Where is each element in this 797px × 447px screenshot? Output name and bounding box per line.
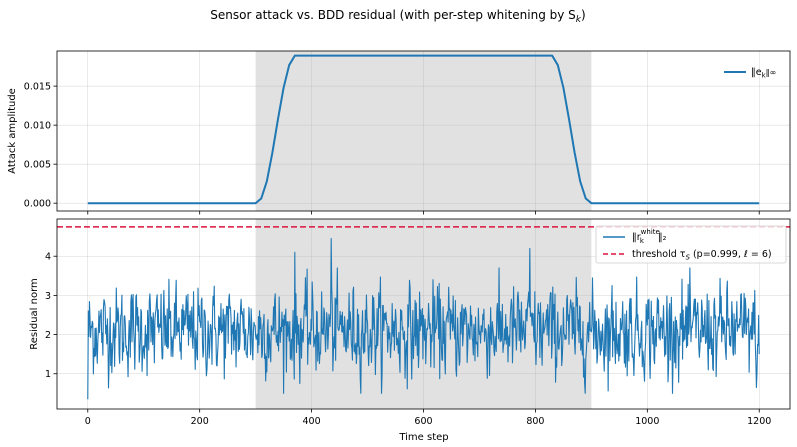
- threshold-legend-label: threshold τS (p=0.999, ℓ = 6): [632, 249, 772, 262]
- top-legend: ‖ek‖∞: [724, 67, 776, 80]
- x-tick-label: 800: [526, 416, 544, 427]
- suptitle-sub: k: [576, 15, 582, 25]
- bottom-legend-box: [595, 225, 787, 264]
- top-axis-ticks: 0.000 0.005 0.010 0.015: [24, 82, 760, 215]
- bottom-legend: ‖rwhite k ‖₂ threshold τS (p=0.999, ℓ = 6): [595, 225, 787, 264]
- x-tick-label: 0: [85, 416, 91, 427]
- y-tick-label: 3: [45, 291, 51, 302]
- top-legend-label: ‖ek‖∞: [751, 67, 776, 80]
- y-tick-label: 2: [45, 330, 51, 341]
- y-tick-label: 0.015: [24, 82, 51, 93]
- x-tick-label: 200: [191, 416, 209, 427]
- top-series: [87, 54, 760, 205]
- residual-legend-label: ‖rwhite k ‖₂: [632, 228, 667, 245]
- attack-amplitude-line: [87, 54, 760, 205]
- attack-amplitude-panel: 0.000 0.005 0.010 0.015 Attack amplitude ‖e…: [7, 50, 791, 215]
- bottom-ylabel: Residual norm: [29, 278, 40, 350]
- x-tick-label: 400: [303, 416, 321, 427]
- suptitle-end: ): [581, 8, 586, 22]
- y-tick-label: 0.005: [24, 160, 51, 171]
- bottom-axis-ticks: 0 200 400 600 800 1000 1200 1 2 3 4: [45, 252, 771, 427]
- y-tick-label: 1: [45, 369, 51, 380]
- bottom-series: [57, 226, 790, 400]
- x-tick-label: 600: [414, 416, 432, 427]
- y-tick-label: 0.000: [24, 199, 51, 210]
- x-tick-label: 1000: [635, 416, 659, 427]
- y-tick-label: 4: [45, 252, 51, 263]
- figure-suptitle: Sensor attack vs. BDD residual (with per…: [210, 8, 585, 25]
- top-ylabel: Attack amplitude: [7, 88, 18, 174]
- y-tick-label: 0.010: [24, 121, 51, 132]
- bottom-xlabel: Time step: [398, 432, 448, 443]
- suptitle-main: Sensor attack vs. BDD residual (with per…: [210, 8, 576, 22]
- x-tick-label: 1200: [747, 416, 771, 427]
- residual-norm-line: [87, 238, 760, 400]
